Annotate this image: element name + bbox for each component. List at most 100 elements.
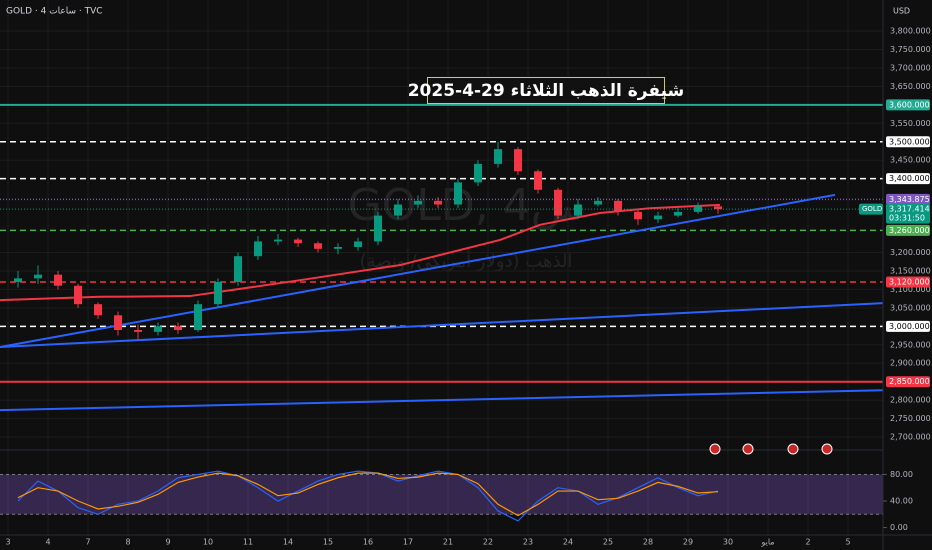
candle-body: [294, 239, 302, 244]
candle-body: [174, 326, 182, 331]
candle-body: [574, 204, 582, 216]
level-label: 2,850.000: [889, 377, 930, 386]
event-icons: [709, 443, 833, 455]
x-tick-label: 9: [165, 538, 170, 547]
level-label: 3,120.000: [889, 278, 930, 287]
candle-body: [334, 246, 342, 249]
candle-body: [594, 200, 602, 205]
x-tick-label: 11: [243, 538, 253, 547]
rsi-tick-label: 0.00: [890, 523, 908, 532]
candle-body: [194, 304, 202, 331]
candle-body: [94, 304, 102, 316]
trend-line: [0, 389, 884, 412]
y-tick-label: 3,100.000: [890, 285, 931, 294]
candle-body: [514, 149, 522, 172]
x-tick-label: 5: [845, 538, 850, 547]
y-tick-label: 3,750.000: [890, 45, 931, 54]
candle-body: [474, 163, 482, 183]
x-tick-label: 4: [45, 538, 50, 547]
rsi-line: [17, 470, 719, 522]
level-label-box: [886, 224, 930, 236]
symbol-box: [859, 203, 883, 215]
x-tick-label: 25: [603, 538, 613, 547]
rsi-band: [0, 474, 883, 515]
y-tick-label: 3,650.000: [890, 82, 931, 91]
x-tick-label: 28: [643, 538, 653, 547]
rsi-tick-label: 40.00: [890, 497, 913, 506]
candle-body: [254, 241, 262, 257]
candle-body: [394, 204, 402, 216]
x-tick-label: 2: [805, 538, 810, 547]
symbol-line: GOLD · 4 ساعات · TVC: [6, 7, 103, 17]
candle-body: [34, 274, 42, 279]
x-tick-label: 8: [125, 538, 130, 547]
candle-body: [14, 278, 22, 283]
x-tick-label: 24: [563, 538, 573, 547]
level-label: 3,260.000: [889, 226, 930, 235]
rsi-tick-label: 80.00: [890, 470, 913, 479]
x-tick-label: 23: [523, 538, 533, 547]
candle-body: [154, 326, 162, 332]
last-price-box: [886, 203, 930, 224]
candle-body: [134, 330, 142, 332]
x-tick-label: 10: [203, 538, 213, 547]
symbol-label: GOLD: [862, 205, 882, 213]
candle-body: [374, 215, 382, 242]
x-tick-label: 15: [323, 538, 333, 547]
candle-body: [234, 256, 242, 283]
watermark-sub: الذهب (دولار أمريكي/أونصة): [360, 249, 573, 272]
candle-body: [314, 243, 322, 249]
trend-line: [0, 193, 836, 348]
candle-body: [354, 241, 362, 247]
x-tick-label: 16: [363, 538, 373, 547]
currency: USD: [893, 7, 910, 16]
y-tick-label: 3,550.000: [890, 119, 931, 128]
x-tick-label: 21: [443, 538, 453, 547]
countdown: 03:31:50: [889, 214, 925, 223]
x-tick-label: 14: [283, 538, 293, 547]
plot: [0, 103, 884, 522]
candle-body: [54, 274, 62, 286]
level-label-box: [886, 193, 930, 205]
x-tick-label: 7: [85, 538, 90, 547]
candle-body: [654, 215, 662, 220]
y-tick-label: 3,700.000: [890, 63, 931, 72]
y-tick-label: 2,750.000: [890, 414, 931, 423]
candle-body: [454, 182, 462, 205]
title-box: شيفرة الذهب الثلاثاء 29-4-2025: [408, 77, 684, 104]
y-tick-label: 3,150.000: [890, 266, 931, 275]
level-label-box: [886, 320, 930, 332]
candle-body: [214, 282, 222, 305]
watermark: GOLD, 4س: [348, 180, 585, 231]
x-tick-label: مايو: [760, 538, 774, 547]
candle-body: [714, 206, 722, 210]
candle-body: [534, 171, 542, 190]
level-label-box: [886, 276, 930, 288]
x-tick-label: 29: [683, 538, 693, 547]
rsi-line: [17, 472, 719, 517]
y-tick-label: 2,900.000: [890, 359, 931, 368]
x-tick-label: 22: [483, 538, 493, 547]
candle-body: [614, 200, 622, 212]
y-tick-label: 3,050.000: [890, 303, 931, 312]
y-tick-label: 2,950.000: [890, 340, 931, 349]
candle-body: [274, 239, 282, 242]
candle-body: [74, 285, 82, 305]
level-label: 3,600.000: [889, 100, 930, 109]
level-label: 3,500.000: [889, 137, 930, 146]
axis: 3 4 7 8 9 10 11 14 15 16 17 21 22 23 24 25 28 29 30 مايو 2 53…: [5, 27, 930, 547]
candle-body: [694, 206, 702, 212]
level-label-box: [886, 173, 930, 185]
y-tick-label: 3,200.000: [890, 248, 931, 257]
level-label-box: [886, 99, 930, 111]
x-tick-label: 3: [5, 538, 10, 547]
candle-body: [494, 149, 502, 164]
level-label: 3,000.000: [889, 322, 930, 331]
candle-body: [414, 200, 422, 205]
level-label-box: [886, 136, 930, 148]
level-label-box: [886, 376, 930, 388]
y-tick-label: 3,800.000: [890, 27, 931, 36]
candle-body: [634, 211, 642, 220]
trend-line: [0, 302, 884, 349]
x-tick-label: 17: [403, 538, 413, 547]
